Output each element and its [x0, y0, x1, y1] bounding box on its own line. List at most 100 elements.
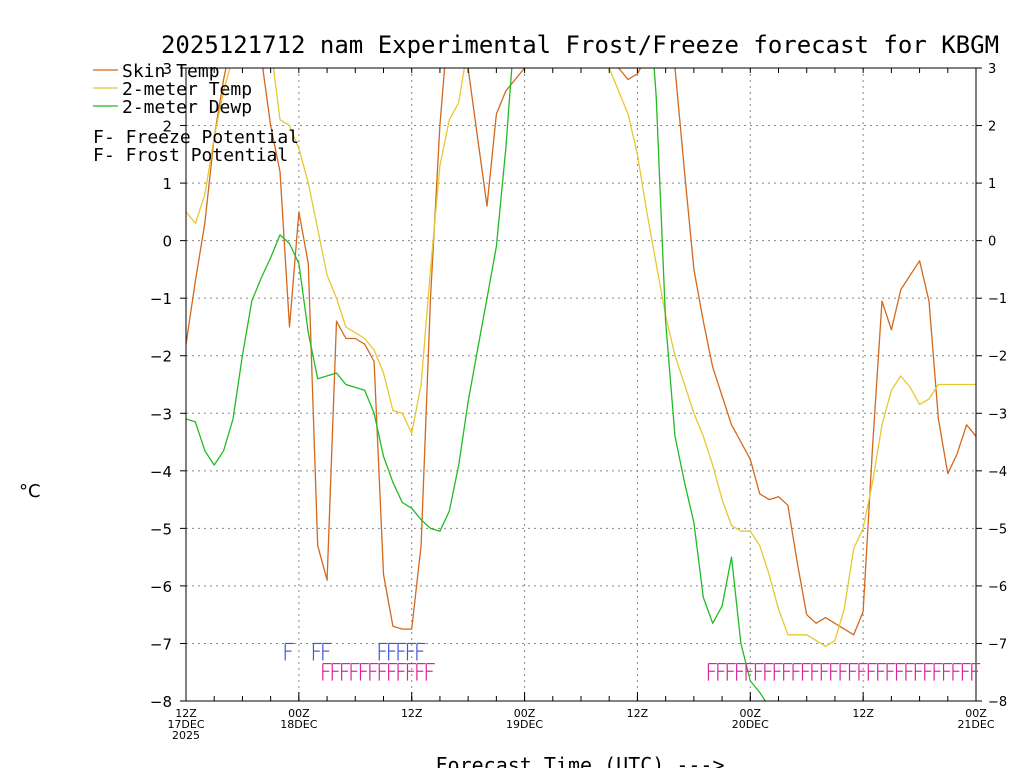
legend-label: 2-meter Temp	[122, 79, 252, 100]
y-tick-label: −2	[150, 348, 172, 366]
freeze-potential-marker	[341, 662, 351, 681]
frost-potential-marker	[406, 642, 416, 661]
y-tick-label-right: −4	[988, 465, 1007, 480]
grid-layer	[186, 68, 976, 701]
y-tick-label-right: −1	[988, 292, 1007, 307]
freeze-potential-marker	[801, 662, 811, 681]
frost-potential-marker	[378, 642, 388, 661]
x-tick-label: 17DEC	[167, 718, 204, 731]
freeze-potential-marker	[952, 662, 962, 681]
x-tick-label: 12Z	[852, 707, 874, 720]
y-tick-label-right: 1	[988, 177, 996, 192]
freeze-potential-marker	[961, 662, 971, 681]
freeze-potential-marker	[754, 662, 764, 681]
freeze-potential-marker	[397, 662, 407, 681]
freeze-potential-marker	[764, 662, 774, 681]
y-tick-label: 3	[162, 60, 172, 78]
frost-potential-marker	[312, 642, 322, 661]
freeze-potential-marker	[942, 662, 953, 681]
freeze-potential-marker	[895, 662, 905, 681]
freeze-potential-marker	[839, 662, 849, 681]
freeze-potential-marker	[886, 662, 896, 681]
x-tick-label: 00Z	[740, 707, 762, 720]
y-tick-label-right: −8	[988, 695, 1007, 710]
frost-potential-marker	[322, 642, 332, 661]
frost-potential-marker	[284, 642, 294, 661]
potential-markers	[284, 642, 981, 681]
freeze-potential-marker	[792, 662, 802, 681]
x-tick-label: 21DEC	[957, 718, 994, 731]
freeze-potential-marker	[914, 662, 924, 681]
freeze-potential-marker	[350, 662, 360, 681]
x-tick-label: 20DEC	[732, 718, 769, 731]
legend-marker-symbol: F	[93, 127, 104, 148]
y-tick-label-right: −5	[988, 522, 1007, 537]
x-tick-label: 18DEC	[280, 718, 317, 731]
series-layer	[186, 68, 976, 701]
freeze-potential-marker	[820, 662, 830, 681]
freeze-potential-marker	[933, 662, 943, 681]
y-tick-label: −8	[150, 693, 172, 711]
freeze-potential-marker	[406, 662, 416, 681]
y-tick-label-right: −7	[988, 637, 1007, 652]
freeze-potential-marker	[369, 662, 379, 681]
y-tick-label: 1	[162, 175, 172, 193]
y-tick-label-right: −6	[988, 580, 1007, 595]
y-tick-label-right: −2	[988, 350, 1007, 365]
x-tick-label: 12Z	[175, 707, 197, 720]
freeze-potential-marker	[322, 662, 332, 681]
freeze-potential-marker	[867, 662, 877, 681]
series-line-skin-temp	[186, 68, 976, 636]
freeze-potential-marker	[848, 662, 858, 681]
freeze-potential-marker	[425, 662, 435, 681]
freeze-potential-marker	[924, 662, 934, 681]
x-tick-label: 00Z	[965, 707, 987, 720]
y-tick-label: −4	[150, 463, 172, 481]
freeze-potential-marker	[416, 662, 426, 681]
axis-layer: −8 −8 −7 −7 −6 −6 −5 −5 −4 −4 −3 −3 −2 −2 −1 −1 0 0 1 1 2 2 3 3…	[150, 60, 1007, 742]
y-tick-label-right: 0	[988, 235, 996, 250]
freeze-potential-marker	[726, 662, 736, 681]
x-tick-label: 00Z	[514, 707, 536, 720]
freeze-potential-marker	[736, 662, 746, 681]
freeze-potential-marker	[745, 662, 755, 681]
freeze-potential-marker	[707, 662, 717, 681]
freeze-potential-marker	[830, 662, 840, 681]
series-line-2-meter-dewp	[186, 68, 767, 701]
freeze-potential-marker	[359, 662, 369, 681]
legend-label: 2-meter Dewp	[122, 97, 252, 118]
y-tick-label: 0	[162, 233, 172, 251]
frost-potential-marker	[416, 642, 426, 661]
y-tick-label-right: 2	[988, 120, 996, 135]
legend-marker-symbol: F	[93, 145, 104, 166]
x-tick-label: 00Z	[288, 707, 310, 720]
freeze-potential-marker	[773, 662, 783, 681]
y-axis-label: °C	[19, 481, 41, 502]
plot-area	[186, 68, 976, 701]
legend-marker-label: - Freeze Potential	[104, 127, 299, 148]
plot-frame	[185, 67, 977, 702]
x-tick-label: 19DEC	[506, 718, 543, 731]
frost-potential-marker	[388, 642, 398, 661]
y-tick-label: −6	[150, 578, 172, 596]
freeze-potential-marker	[717, 662, 727, 681]
freeze-potential-marker	[783, 662, 793, 681]
freeze-potential-marker	[331, 662, 341, 681]
chart-title: 2025121712 nam Experimental Frost/Freeze…	[161, 31, 999, 59]
series-line-2-meter-temp	[186, 68, 976, 647]
freeze-potential-marker	[858, 662, 868, 681]
freeze-potential-marker	[388, 662, 398, 681]
freeze-potential-marker	[378, 662, 388, 681]
x-tick-label: 2025	[172, 729, 200, 742]
freeze-potential-marker	[877, 662, 887, 681]
y-tick-label: −7	[150, 635, 172, 653]
x-tick-label: 12Z	[401, 707, 423, 720]
freeze-potential-marker	[905, 662, 915, 681]
x-axis-label: Forecast Time (UTC) --->	[436, 753, 725, 768]
freeze-potential-marker	[971, 662, 981, 681]
y-tick-label: 2	[162, 118, 172, 136]
freeze-potential-marker	[811, 662, 821, 681]
y-tick-label: −5	[150, 520, 172, 538]
